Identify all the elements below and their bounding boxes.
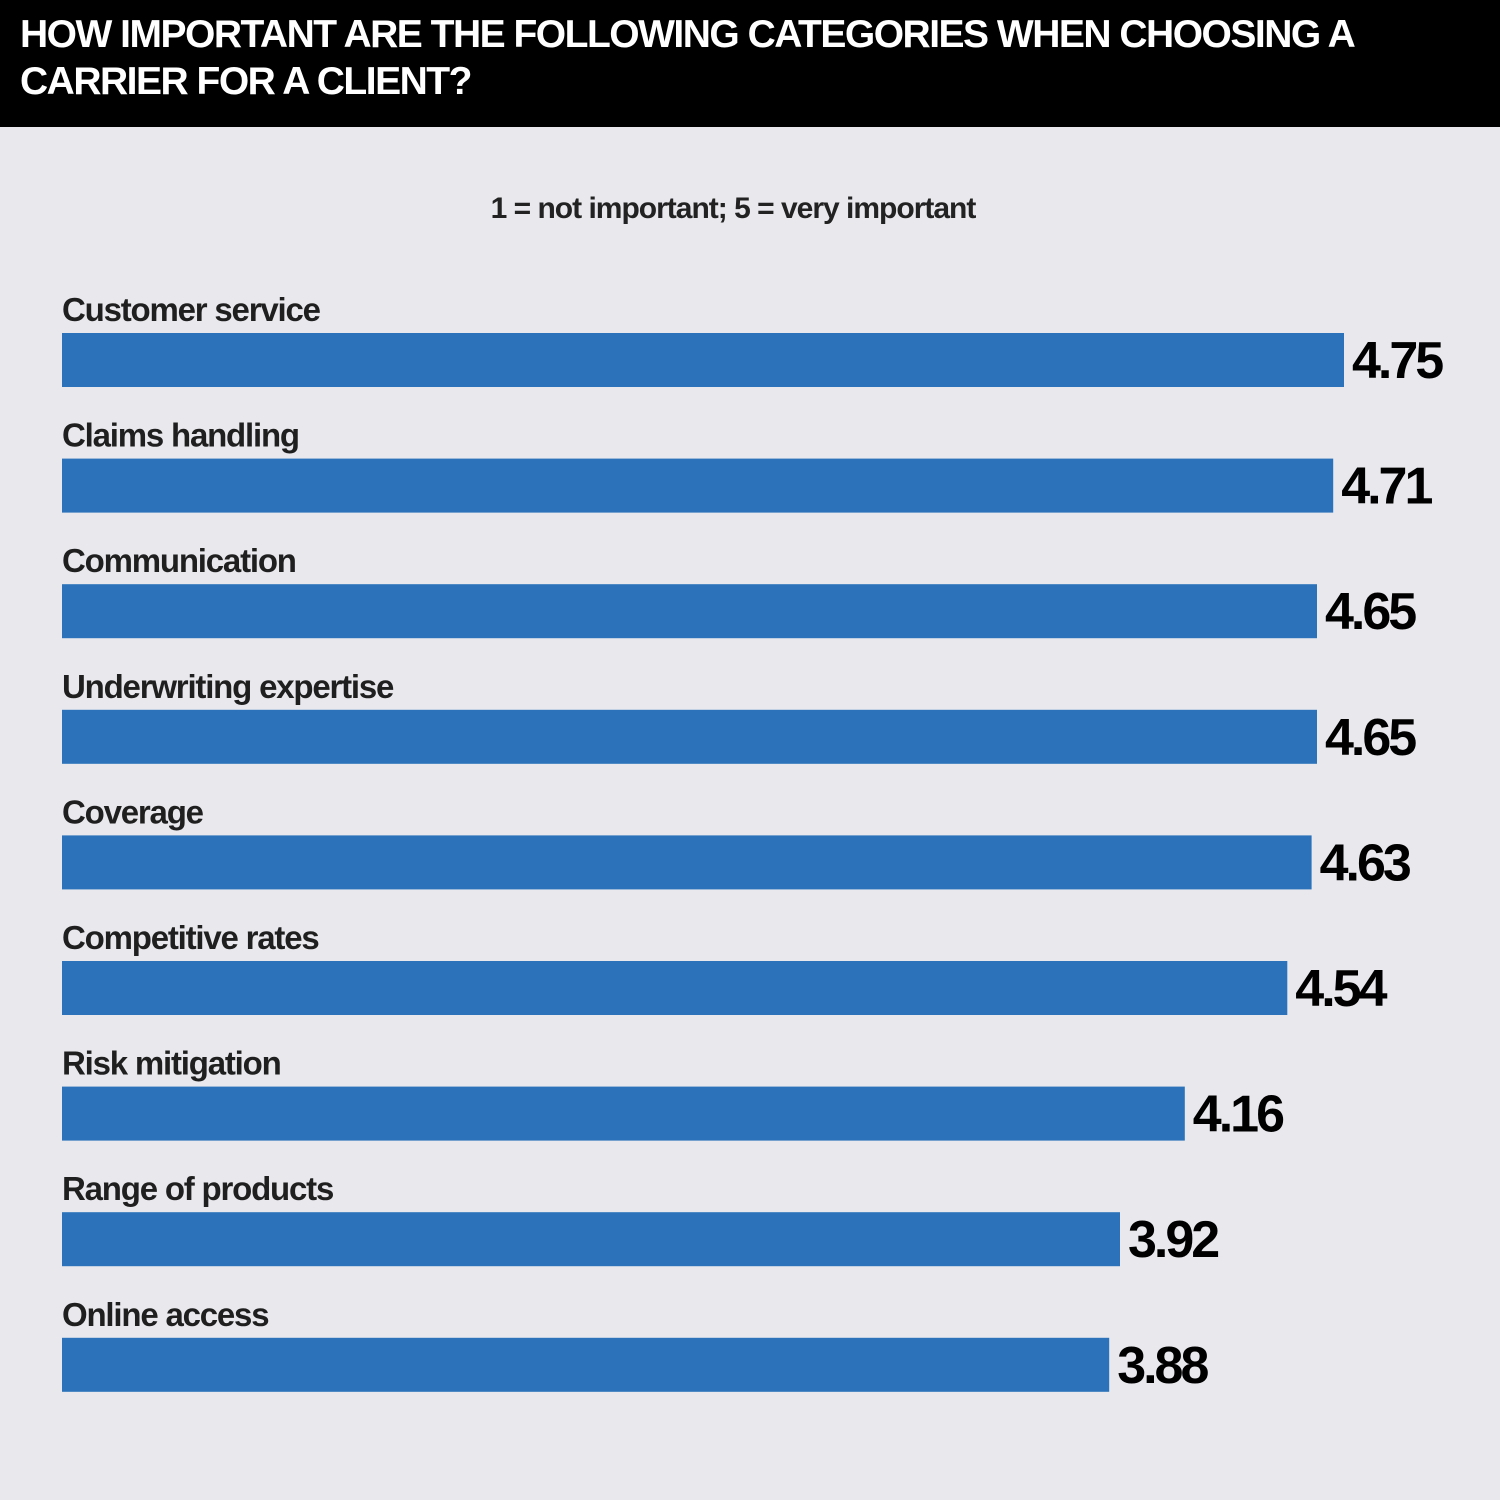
bar bbox=[62, 1337, 1110, 1392]
bar-label: Communication bbox=[62, 542, 296, 579]
bar bbox=[62, 1086, 1185, 1141]
bar bbox=[62, 961, 1288, 1015]
bar-value-label: 3.92 bbox=[1128, 1211, 1218, 1269]
bar bbox=[62, 458, 1334, 513]
bar-value-label: 4.54 bbox=[1295, 960, 1387, 1018]
bar bbox=[62, 709, 1317, 764]
bar-label: Claims handling bbox=[62, 417, 299, 454]
bar bbox=[62, 584, 1317, 639]
bar-label: Online access bbox=[62, 1296, 268, 1333]
bar-value-label: 4.16 bbox=[1193, 1086, 1284, 1144]
bar-value-label: 4.65 bbox=[1325, 583, 1416, 641]
bar bbox=[62, 1212, 1120, 1267]
bar bbox=[62, 333, 1344, 387]
bar-value-label: 3.88 bbox=[1117, 1337, 1208, 1395]
bar-value-label: 4.63 bbox=[1320, 834, 1411, 892]
bar-label: Underwriting expertise bbox=[62, 668, 394, 705]
bar-label: Customer service bbox=[62, 291, 321, 328]
chart-header: HOW IMPORTANT ARE THE FOLLOWING CATEGORI… bbox=[0, 0, 1500, 127]
bar-label: Competitive rates bbox=[62, 919, 319, 956]
bar-value-label: 4.65 bbox=[1325, 709, 1416, 767]
bar-label: Coverage bbox=[62, 793, 204, 830]
chart-subtitle: 1 = not important; 5 = very important bbox=[490, 192, 977, 225]
bar-value-label: 4.75 bbox=[1352, 332, 1443, 390]
bar bbox=[62, 835, 1312, 890]
bar-label: Range of products bbox=[62, 1170, 333, 1207]
bar-value-label: 4.71 bbox=[1341, 458, 1432, 516]
bar-label: Risk mitigation bbox=[62, 1045, 281, 1082]
chart-title: HOW IMPORTANT ARE THE FOLLOWING CATEGORI… bbox=[20, 13, 1354, 103]
